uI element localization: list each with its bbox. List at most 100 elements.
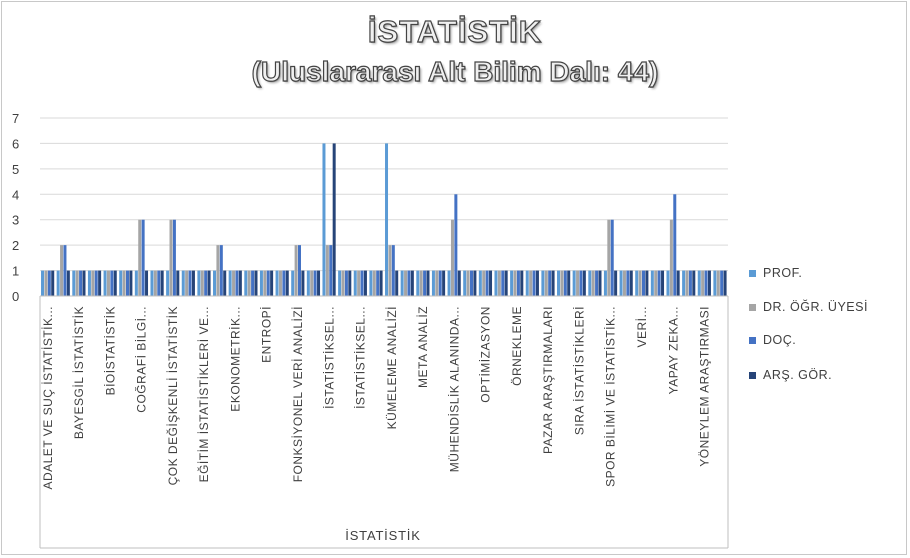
bar [610,219,614,296]
bar [494,270,498,296]
bar [251,270,255,296]
bar [82,270,86,296]
bar [291,270,295,296]
x-tick-label: VERİ... [635,306,649,348]
bar [497,270,501,296]
bar [535,270,539,296]
bar [191,270,195,296]
legend-swatch [749,337,756,344]
bar [682,270,686,296]
bar [473,270,477,296]
bar [603,270,607,296]
bar [141,219,145,296]
bar [363,270,367,296]
bar [442,270,446,296]
bar [372,270,376,296]
x-tick-label: BAYESGİL İSTATİSTİK [72,306,86,439]
bar [285,270,289,296]
bar [501,270,505,296]
bar [110,270,114,296]
bar [470,270,473,296]
bar [341,270,345,296]
x-tick-label: MÜHENDİSLİK ALANINDA... [447,306,461,472]
chart-subtitle: (Uluslararası Alt Bilim Dalı: 44) [251,55,659,87]
bar [254,270,258,296]
bar [650,270,654,296]
bar [489,270,493,296]
bar [172,219,176,296]
bar [213,270,217,296]
bar [685,270,689,296]
bar [379,270,383,296]
bar [595,270,599,296]
bar [259,270,263,296]
bar [454,194,458,296]
bar [126,270,129,296]
x-tick-label: ÇOK DEĞİŞKENLİ İSTATİSTİK [165,306,180,485]
y-tick-label: 2 [12,238,19,253]
bar [332,143,336,296]
bar [504,270,508,296]
bar [673,194,677,296]
bar [204,270,208,296]
bar [697,270,701,296]
x-tick-label: FONKSİYONEL VERİ ANALİZİ [291,306,305,482]
bar [278,270,282,296]
bar [306,270,310,296]
bar [657,270,661,296]
y-tick-label: 4 [12,187,19,202]
bar [654,270,658,296]
bar [145,270,149,296]
bar [317,270,321,296]
legend-item: ARŞ. GÖR. [749,368,832,382]
bar [313,270,317,296]
bar [166,270,170,296]
legend-item: PROF. [749,266,802,280]
x-tick-label: BİOİSTATİSTİK [103,306,117,395]
bar [294,245,298,296]
bar [642,270,645,296]
bar [72,270,76,296]
bar [541,270,545,296]
bar [423,270,427,296]
bar [51,270,55,296]
bar [348,270,352,296]
bar [263,270,267,296]
bar [66,270,70,296]
bar [629,270,633,296]
x-axis-tick-labels: ADALET VE SUÇ İSTATİSTİK... BAYESGİL İSTA… [41,306,712,490]
bar [426,270,430,296]
bar [720,270,724,296]
bar [416,270,420,296]
bar [138,219,142,296]
bar [551,270,555,296]
bar [119,270,123,296]
bar [344,270,348,296]
bar [322,143,326,296]
bar [563,270,567,296]
bar [466,270,470,296]
bar [482,270,486,296]
bar [419,270,423,296]
bar [532,270,536,296]
bar [431,270,435,296]
bar [407,270,411,296]
bar [544,270,548,296]
bar [701,270,705,296]
bar [129,270,133,296]
bar [513,270,517,296]
bar [557,270,561,296]
bar [353,270,357,296]
x-tick-label: OPTİMİZASYON [479,306,493,403]
bar [150,270,154,296]
bar [410,270,414,296]
bar [666,270,670,296]
bar [707,270,711,296]
x-tick-label: PAZAR ARAŞTIRMALARI [541,306,555,454]
bar [404,270,408,296]
bar [197,270,201,296]
x-tick-label: COĞRAFİ BİLGİ... [134,306,149,413]
bar [160,270,164,296]
bar [723,270,727,296]
x-tick-label: SIRA İSTATİSTİKLERİ [572,306,586,435]
